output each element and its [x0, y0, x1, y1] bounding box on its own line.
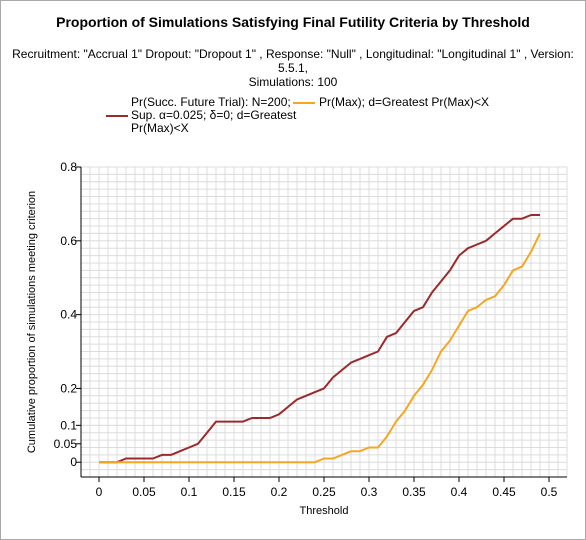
legend-label-line: Pr(Succ. Future Trial): N=200; [131, 95, 291, 109]
legend-label-line: Pr(Max)<X [131, 121, 189, 135]
y-tick-label: 0.4 [60, 308, 77, 322]
x-tick-label: 0.25 [312, 485, 336, 499]
y-tick-label: 0.8 [60, 160, 77, 174]
x-tick-label: 0.2 [271, 485, 288, 499]
axes [76, 166, 567, 482]
x-axis-title: Threshold [300, 505, 349, 517]
legend-label-succ-future-trial: Pr(Succ. Future Trial): N=200; Sup. α=0.… [131, 96, 299, 135]
x-tick-label: 0 [96, 485, 103, 499]
series-line-pr-max [99, 232, 541, 464]
legend-label-line: Sup. α=0.025; δ=0; d=Greatest [131, 108, 297, 122]
series-line-succ-future-trial [99, 214, 540, 464]
x-tick-label: 0.1 [181, 485, 198, 499]
y-tick-label: 0.1 [60, 418, 77, 432]
subtitle-line-1: Recruitment: "Accrual 1" Dropout: "Dropo… [12, 47, 574, 75]
legend-swatch-pr-max [293, 102, 315, 104]
x-tick-label: 0.05 [132, 485, 156, 499]
y-axis-title: Cumulative proportion of simulations mee… [26, 191, 38, 453]
subtitle-line-2: Simulations: 100 [248, 75, 338, 89]
y-tick-label: 0.6 [60, 234, 77, 248]
y-tick-label: 0.05 [54, 437, 78, 451]
series [99, 214, 541, 464]
x-tick-label: 0.3 [361, 485, 378, 499]
y-tick-label: 0 [70, 455, 77, 469]
legend-label-pr-max: Pr(Max); d=Greatest Pr(Max)<X [319, 95, 490, 109]
chart-title: Proportion of Simulations Satisfying Fin… [56, 14, 530, 30]
x-tick-label: 0.5 [541, 485, 558, 499]
grid [80, 166, 568, 478]
x-tick-label: 0.45 [492, 485, 516, 499]
tick-labels: 0 0.05 0.1 0.15 0.2 0.25 0.3 0.35 0.4 0.45 0.5 0 0.0… [54, 160, 558, 499]
legend-swatch-succ-future-trial [106, 115, 128, 117]
chart-subtitle: Recruitment: "Accrual 1" Dropout: "Dropo… [10, 47, 576, 89]
y-tick-label: 0.2 [60, 381, 77, 395]
x-tick-label: 0.35 [402, 485, 426, 499]
x-tick-label: 0.15 [222, 485, 246, 499]
x-tick-label: 0.4 [451, 485, 468, 499]
